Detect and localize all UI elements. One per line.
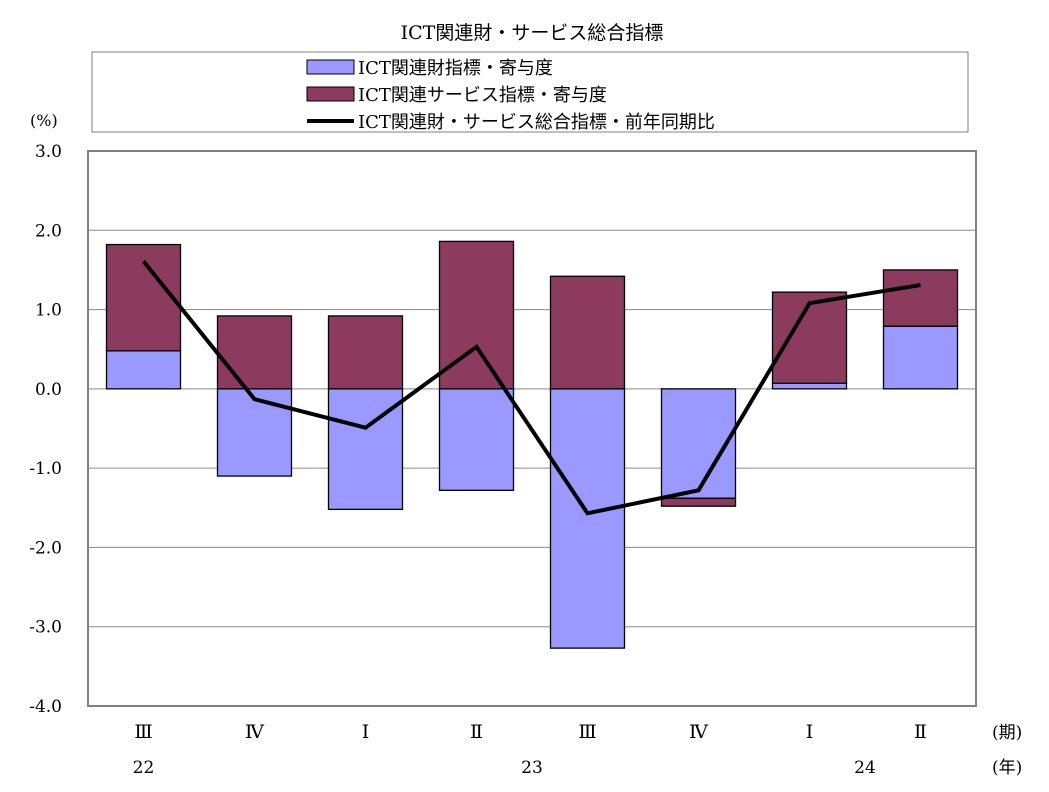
x-tick-label: Ⅱ (470, 721, 483, 743)
x-tick-label: Ⅲ (134, 721, 152, 743)
total-line-layer (141, 259, 921, 516)
y-tick-label: 3.0 (35, 142, 62, 162)
x-tick-label: Ⅰ (806, 721, 814, 743)
x-tick-labels: Ⅲ Ⅳ Ⅰ Ⅱ Ⅲ Ⅳ Ⅰ Ⅱ (134, 721, 927, 743)
y-tick-label: -4.0 (29, 697, 62, 717)
y-tick-label: 2.0 (35, 221, 62, 241)
legend: ICT関連財指標・寄与度 ICT関連サービス指標・寄与度 ICT関連財・サービス総合… (306, 58, 715, 133)
x-tick-label: Ⅳ (689, 721, 709, 743)
y-tick-label: 1.0 (35, 301, 62, 321)
year-labels: 22 23 24 (133, 758, 876, 778)
year-label: 24 (854, 758, 876, 778)
legend-label: ICT関連サービス指標・寄与度 (358, 85, 607, 106)
y-tick-label: -2.0 (29, 538, 62, 558)
year-label: 22 (133, 758, 155, 778)
year-label: 23 (521, 758, 543, 778)
x-tick-label: Ⅲ (578, 721, 596, 743)
y-tick-labels: 3.0 2.0 1.0 0.0 -1.0 -2.0 -3.0 -4.0 (29, 142, 62, 717)
goods-bar (105, 350, 182, 390)
x-axis-unit-period: (期) (992, 723, 1022, 743)
y-tick-label: -3.0 (29, 618, 62, 638)
services-bar (549, 275, 626, 390)
goods-bar (771, 382, 848, 390)
y-tick-label: 0.0 (35, 380, 62, 400)
x-tick-label: Ⅰ (362, 721, 370, 743)
y-axis-unit: (%) (30, 111, 58, 130)
x-tick-label: Ⅱ (914, 721, 927, 743)
goods-bar (549, 388, 626, 649)
goods-bar (660, 388, 737, 499)
x-tick-label: Ⅳ (245, 721, 265, 743)
services-bar (216, 315, 293, 390)
total-index-line (141, 259, 921, 516)
goods-bar (882, 325, 959, 390)
x-axis-unit-year: (年) (992, 758, 1022, 778)
services-bar (771, 291, 848, 384)
services-bar (882, 269, 959, 327)
y-tick-label: -1.0 (29, 459, 62, 479)
services-bar (327, 315, 404, 390)
legend-swatch-services (306, 86, 355, 102)
plot-area-frame (87, 150, 977, 707)
services-bar (105, 243, 182, 352)
legend-label: ICT関連財・サービス総合指標・前年同期比 (358, 112, 715, 133)
legend-box (91, 51, 969, 133)
chart-title: ICT関連財・サービス総合指標 (401, 22, 664, 44)
legend-label: ICT関連財指標・寄与度 (358, 58, 553, 79)
services-bar (660, 497, 737, 507)
goods-bar (216, 388, 293, 477)
legend-swatch-goods (306, 59, 355, 75)
goods-bar (438, 388, 515, 491)
bars (105, 240, 959, 649)
